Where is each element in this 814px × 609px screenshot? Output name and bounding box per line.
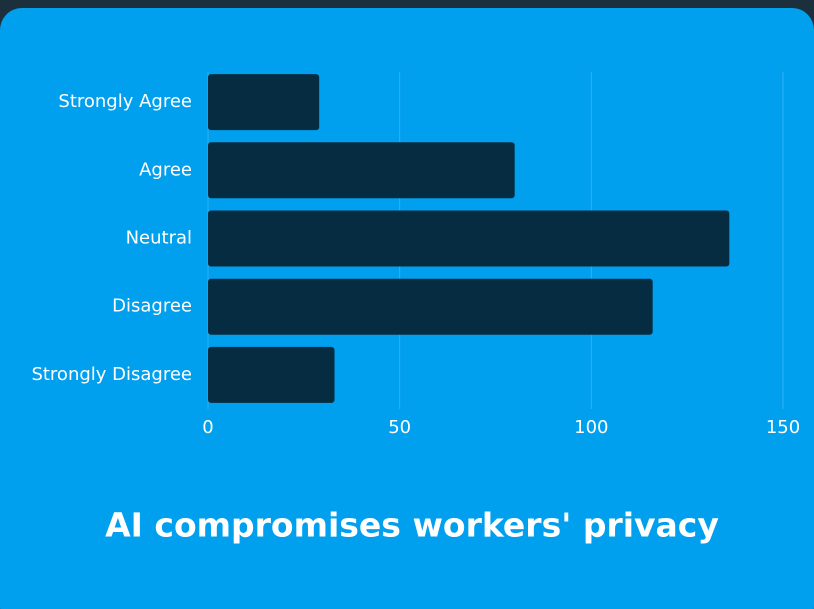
y-tick-label: Strongly Disagree [31,364,192,385]
x-tick-label: 100 [574,417,608,438]
y-tick-label: Strongly Agree [58,91,192,112]
bar [208,210,730,267]
bar [208,346,335,403]
x-tick-label: 50 [388,417,411,438]
y-tick-label: Disagree [112,296,192,317]
x-tick-label: 0 [202,417,213,438]
bar [208,74,320,131]
bar [208,142,515,199]
y-tick-label: Agree [139,159,192,180]
x-tick-label: 150 [766,417,800,438]
y-tick-label: Neutral [126,228,192,249]
chart-title: AI compromises workers' privacy [105,506,719,545]
bar [208,278,653,335]
